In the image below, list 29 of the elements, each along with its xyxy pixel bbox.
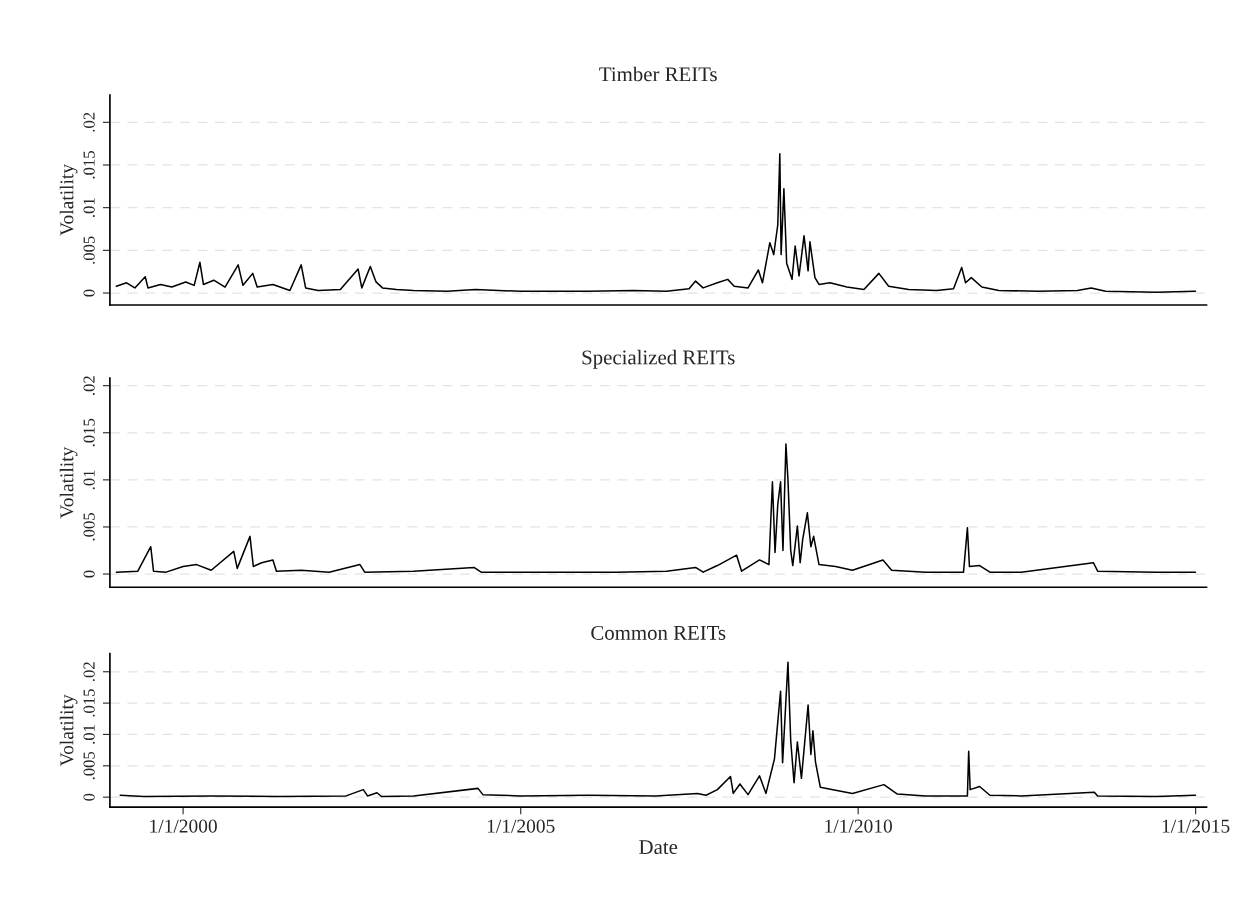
chart-title: Specialized REITs	[582, 349, 735, 369]
chart-title: Timber REITs	[599, 66, 717, 82]
y-tick-label: .005	[83, 751, 95, 780]
x-tick-label: 1/1/2000	[150, 819, 217, 833]
y-axis-title: Volatility	[59, 164, 78, 236]
y-tick-label: 0	[83, 570, 95, 578]
x-tick-label: 1/1/2010	[825, 819, 893, 833]
y-tick-label: 0	[83, 289, 95, 297]
y-tick-label: .01	[83, 470, 95, 490]
x-tick-label: 1/1/2005	[487, 819, 555, 833]
x-axis-title: Date	[639, 840, 678, 855]
y-tick-label: .02	[83, 112, 95, 132]
y-tick-label: .02	[83, 662, 95, 682]
y-tick-label: .015	[83, 418, 95, 447]
y-tick-label: .015	[83, 689, 95, 717]
y-tick-label: .01	[83, 198, 95, 217]
y-tick-label: .005	[83, 236, 95, 264]
y-tick-label: 0	[83, 793, 95, 801]
y-axis-title: Volatility	[59, 446, 78, 519]
line-series	[115, 153, 1197, 293]
y-axis-title: Volatility	[59, 694, 78, 767]
line-series	[115, 443, 1197, 573]
chart-title: Common REITs	[591, 625, 726, 640]
x-tick-label: 1/1/2015	[1162, 819, 1230, 833]
y-tick-label: .01	[83, 725, 95, 744]
line-series	[119, 661, 1197, 798]
y-tick-label: .02	[83, 376, 95, 395]
y-tick-label: .015	[83, 151, 95, 179]
y-tick-label: .005	[83, 513, 95, 541]
